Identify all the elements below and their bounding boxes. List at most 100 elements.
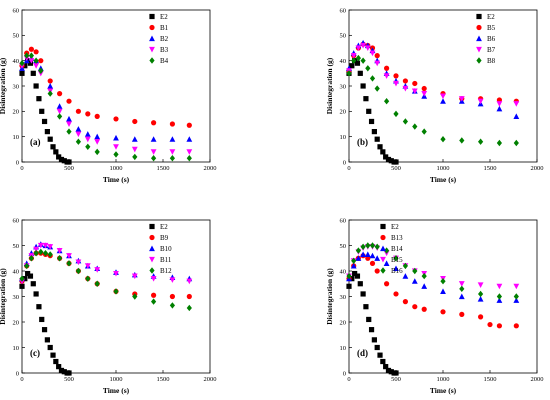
x-tick-label: 0 xyxy=(20,165,23,172)
data-series xyxy=(19,242,193,285)
data-point xyxy=(513,113,520,119)
y-tick-label: 40 xyxy=(340,58,347,65)
data-point xyxy=(75,259,82,266)
data-point xyxy=(56,154,62,160)
x-tick-label: 500 xyxy=(391,376,401,383)
data-point xyxy=(57,91,63,97)
legend-label: E2 xyxy=(391,223,399,231)
y-tick-label: 60 xyxy=(340,217,347,224)
data-point xyxy=(19,60,25,67)
legend-marker xyxy=(149,24,155,31)
data-point xyxy=(374,53,380,59)
data-point xyxy=(94,148,100,156)
data-point xyxy=(365,65,371,72)
data-point xyxy=(350,262,357,269)
legend-marker xyxy=(476,24,482,31)
y-axis-label: Disintegration (g) xyxy=(325,268,334,325)
data-point xyxy=(37,242,44,249)
data-point xyxy=(393,73,399,79)
data-point xyxy=(85,143,91,150)
legend-marker xyxy=(380,267,386,274)
x-axis-label: Time (s) xyxy=(430,175,457,184)
legend-label: E2 xyxy=(160,223,168,231)
data-point xyxy=(41,327,48,333)
data-point xyxy=(42,242,49,249)
data-point xyxy=(393,255,399,262)
x-tick-label: 0 xyxy=(20,376,23,383)
data-point xyxy=(28,46,34,52)
data-point xyxy=(355,255,362,261)
legend-label: B14 xyxy=(391,245,403,253)
y-tick-label: 60 xyxy=(13,217,20,224)
data-point xyxy=(33,83,39,89)
y-tick-label: 0 xyxy=(16,370,19,377)
data-point xyxy=(496,297,503,303)
legend-marker xyxy=(149,57,155,64)
data-point xyxy=(33,249,39,257)
panel-label: (a) xyxy=(30,137,41,147)
y-tick-label: 50 xyxy=(13,33,20,40)
data-series xyxy=(346,242,519,300)
data-point xyxy=(393,110,399,118)
data-point xyxy=(374,344,380,351)
data-point xyxy=(186,293,192,300)
data-point xyxy=(56,108,63,115)
data-point xyxy=(478,290,484,298)
y-tick-label: 40 xyxy=(13,58,20,65)
legend-marker xyxy=(149,256,155,263)
data-point xyxy=(513,139,519,147)
data-point xyxy=(478,138,484,145)
data-point xyxy=(56,248,63,254)
legend-marker xyxy=(149,223,155,230)
data-point xyxy=(459,285,465,293)
data-point xyxy=(380,358,386,365)
legend-label: E2 xyxy=(160,13,168,21)
data-point xyxy=(113,116,119,122)
data-point xyxy=(458,96,465,102)
data-point xyxy=(131,273,138,280)
data-point xyxy=(94,267,101,273)
legend-label: B3 xyxy=(160,46,169,54)
y-tick-label: 0 xyxy=(343,370,346,377)
data-point xyxy=(47,244,54,250)
data-point xyxy=(349,276,355,282)
data-point xyxy=(61,158,67,164)
data-point xyxy=(421,91,428,97)
data-point xyxy=(393,370,399,376)
data-point xyxy=(421,85,427,92)
x-tick-label: 500 xyxy=(64,165,74,172)
panel-label: (b) xyxy=(357,137,368,147)
data-point xyxy=(75,131,82,138)
legend-marker xyxy=(149,234,155,241)
data-point xyxy=(360,251,366,258)
data-point xyxy=(24,262,30,270)
data-point xyxy=(380,149,386,155)
data-point xyxy=(113,151,119,158)
data-point xyxy=(39,108,45,114)
data-point xyxy=(496,283,503,290)
data-point xyxy=(402,118,408,125)
data-point xyxy=(150,136,157,142)
data-point xyxy=(22,63,28,69)
x-tick-label: 1500 xyxy=(157,376,170,383)
legend-marker xyxy=(476,13,482,20)
data-point xyxy=(355,45,362,51)
data-point xyxy=(384,247,390,254)
data-point xyxy=(50,144,56,150)
data-point xyxy=(113,288,119,295)
data-point xyxy=(364,45,371,51)
data-point xyxy=(66,121,72,127)
data-point xyxy=(374,268,380,274)
data-point xyxy=(28,255,34,262)
data-point xyxy=(57,255,63,262)
data-point xyxy=(25,270,31,277)
data-point xyxy=(44,129,50,135)
data-point xyxy=(169,302,175,309)
data-point xyxy=(513,101,520,107)
data-point xyxy=(412,267,418,275)
data-point xyxy=(374,60,381,67)
data-point xyxy=(66,98,72,104)
data-point xyxy=(458,281,465,287)
data-series xyxy=(19,58,72,165)
data-point xyxy=(169,121,175,127)
